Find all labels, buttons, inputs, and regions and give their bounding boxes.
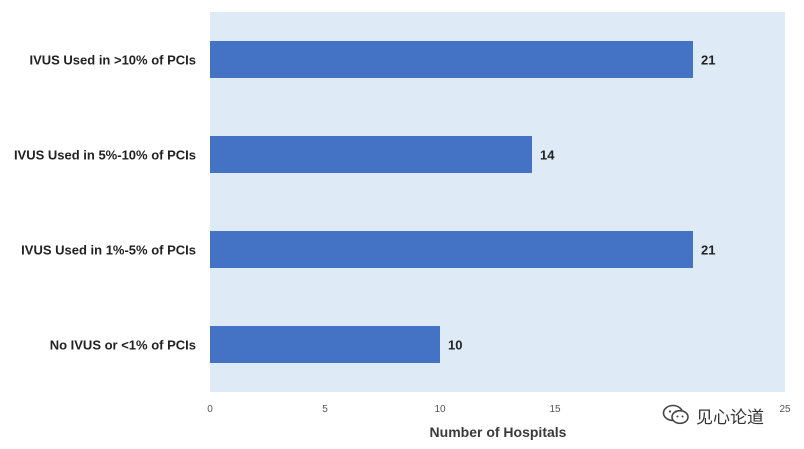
watermark-text: 见心论道 xyxy=(696,407,764,428)
x-axis-title: Number of Hospitals xyxy=(430,424,567,440)
data-label: 21 xyxy=(701,243,715,258)
bar xyxy=(210,41,693,78)
x-tick-label: 15 xyxy=(549,404,561,415)
data-label: 10 xyxy=(448,338,462,353)
bar xyxy=(210,231,693,268)
wechat-icon xyxy=(662,404,690,426)
category-label: IVUS Used in >10% of PCIs xyxy=(29,53,196,68)
category-label: IVUS Used in 5%-10% of PCIs xyxy=(14,148,196,163)
x-tick-label: 25 xyxy=(779,404,791,415)
category-label: No IVUS or <1% of PCIs xyxy=(50,338,196,353)
bar xyxy=(210,136,532,173)
x-tick-label: 0 xyxy=(207,404,213,415)
data-label: 14 xyxy=(540,148,555,163)
bar xyxy=(210,326,440,363)
x-tick-label: 10 xyxy=(434,404,446,415)
x-tick-label: 5 xyxy=(322,404,328,415)
data-label: 21 xyxy=(701,53,715,68)
category-label: IVUS Used in 1%-5% of PCIs xyxy=(21,243,196,258)
watermark: 见心论道 xyxy=(662,402,802,428)
